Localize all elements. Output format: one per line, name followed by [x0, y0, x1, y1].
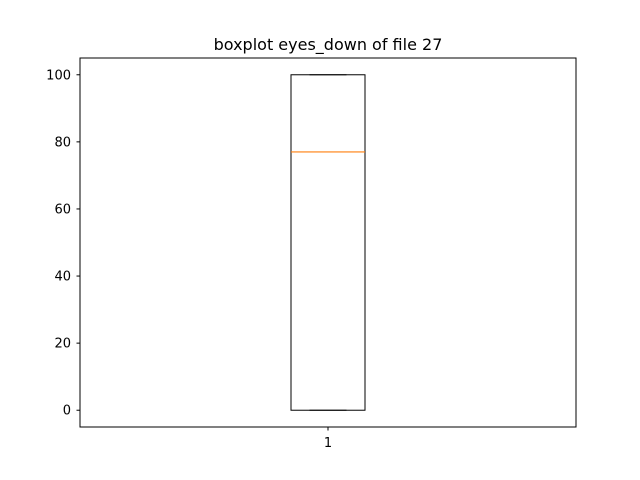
y-tick-label: 100: [46, 68, 71, 83]
y-tick-label: 20: [54, 337, 71, 352]
plot-area: 0 20 40 60 80 100 1: [46, 57, 577, 451]
y-tick-label: 60: [54, 202, 71, 217]
y-tick-label: 40: [54, 270, 71, 285]
box-iqr: [290, 74, 366, 411]
chart-title: boxplot eyes_down of file 27: [214, 35, 443, 55]
y-tick-label: 80: [54, 135, 71, 150]
x-tick-label: 1: [324, 436, 332, 451]
y-tick-label: 0: [63, 404, 71, 419]
